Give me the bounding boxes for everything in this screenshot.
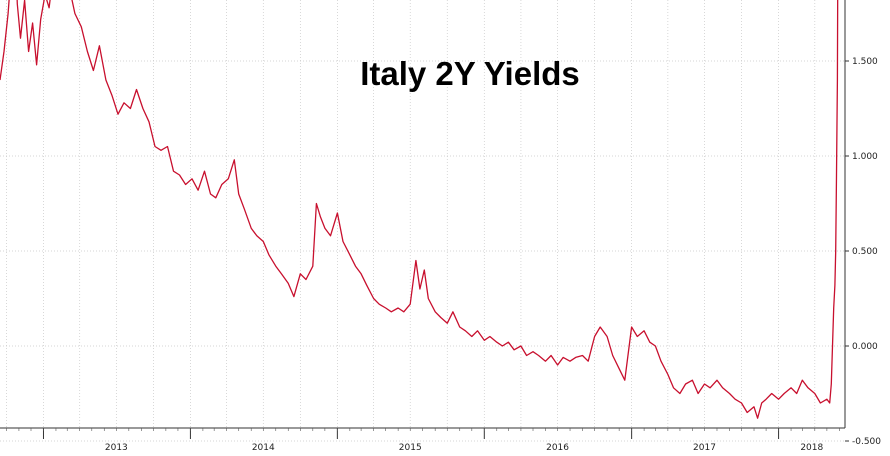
y-tick-label: -0.500 [852,437,881,447]
chart-title: Italy 2Y Yields [360,55,580,92]
x-tick-label: 2013 [105,443,128,453]
y-tick-label: 1.000 [852,152,878,162]
x-tick-label: 2018 [800,443,823,453]
y-tick-label: 0.500 [852,247,878,257]
x-tick-label: 2015 [399,443,422,453]
x-tick-label: 2017 [693,443,716,453]
plot-background [0,0,845,428]
x-tick-label: 2016 [546,443,569,453]
x-ticks: 2013 2014 2015 2016 2017 2018 [6,428,840,453]
y-tick-label: 1.500 [852,57,878,67]
y-tick-label: 0.000 [852,342,878,352]
x-tick-label: 2014 [252,443,275,453]
yield-line [0,0,839,419]
